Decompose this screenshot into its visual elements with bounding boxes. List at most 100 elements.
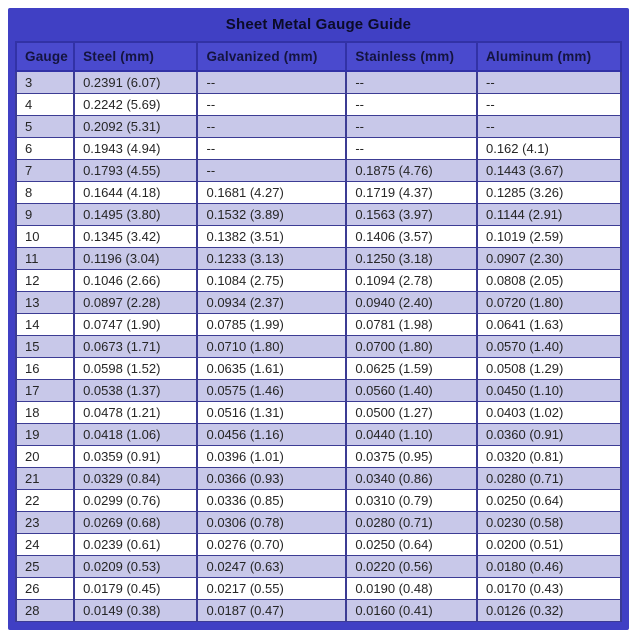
steel-cell: 0.1345 (3.42) <box>73 225 199 248</box>
stainless-cell: 0.0700 (1.80) <box>345 335 478 358</box>
aluminum-cell: 0.0720 (1.80) <box>475 291 623 314</box>
steel-cell: 0.0747 (1.90) <box>73 313 199 336</box>
steel-cell: 0.0478 (1.21) <box>73 401 199 424</box>
aluminum-cell: 0.1019 (2.59) <box>475 225 623 248</box>
stainless-cell: 0.0500 (1.27) <box>345 401 478 424</box>
aluminum-cell: 0.0907 (2.30) <box>475 247 623 270</box>
galvanized-cell: 0.1084 (2.75) <box>196 269 348 292</box>
column-header-galvanized: Galvanized (mm) <box>196 41 348 72</box>
stainless-cell: 0.0190 (0.48) <box>345 577 478 600</box>
steel-cell: 0.0359 (0.91) <box>73 445 199 468</box>
galvanized-cell: 0.1681 (4.27) <box>196 181 348 204</box>
table-row: 18 0.0478 (1.21) 0.0516 (1.31) 0.0500 (1.27… <box>14 401 623 424</box>
galvanized-cell: 0.1382 (3.51) <box>196 225 348 248</box>
galvanized-cell: -- <box>196 115 348 138</box>
steel-cell: 0.0538 (1.37) <box>73 379 199 402</box>
gauge-cell: 4 <box>14 93 76 116</box>
gauge-cell: 16 <box>14 357 76 380</box>
stainless-cell: -- <box>345 70 478 94</box>
steel-cell: 0.0179 (0.45) <box>73 577 199 600</box>
gauge-cell: 11 <box>14 247 76 270</box>
gauge-cell: 8 <box>14 181 76 204</box>
table-row: 17 0.0538 (1.37) 0.0575 (1.46) 0.0560 (1.40… <box>14 379 623 402</box>
table-title: Sheet Metal Gauge Guide <box>225 16 412 33</box>
stainless-cell: 0.0440 (1.10) <box>345 423 478 446</box>
column-header-aluminum: Aluminum (mm) <box>475 41 623 72</box>
stainless-cell: 0.0340 (0.86) <box>345 467 478 490</box>
stainless-cell: 0.1250 (3.18) <box>345 247 478 270</box>
galvanized-cell: 0.0516 (1.31) <box>196 401 348 424</box>
aluminum-cell: 0.0360 (0.91) <box>475 423 623 446</box>
galvanized-cell: -- <box>196 70 348 94</box>
steel-cell: 0.1943 (4.94) <box>73 137 199 160</box>
table-row: 9 0.1495 (3.80) 0.1532 (3.89) 0.1563 (3.97)… <box>14 203 623 226</box>
steel-cell: 0.1644 (4.18) <box>73 181 199 204</box>
gauge-table-body: 3 0.2391 (6.07) -- -- -- 4 0.2242 (5.69) -- -- --… <box>14 70 623 622</box>
galvanized-cell: 0.0276 (0.70) <box>196 533 348 556</box>
galvanized-cell: 0.1233 (3.13) <box>196 247 348 270</box>
galvanized-cell: -- <box>196 159 348 182</box>
stainless-cell: -- <box>345 115 478 138</box>
table-row: 19 0.0418 (1.06) 0.0456 (1.16) 0.0440 (1.10… <box>14 423 623 446</box>
aluminum-cell: -- <box>475 115 623 138</box>
gauge-cell: 14 <box>14 313 76 336</box>
stainless-cell: 0.1719 (4.37) <box>345 181 478 204</box>
galvanized-cell: 0.0934 (2.37) <box>196 291 348 314</box>
gauge-guide-frame: Sheet Metal Gauge Guide Gauge Steel (mm)… <box>8 8 629 630</box>
gauge-cell: 26 <box>14 577 76 600</box>
gauge-cell: 21 <box>14 467 76 490</box>
aluminum-cell: 0.0170 (0.43) <box>475 577 623 600</box>
gauge-table: Gauge Steel (mm) Galvanized (mm) Stainle… <box>14 41 623 622</box>
table-row: 11 0.1196 (3.04) 0.1233 (3.13) 0.1250 (3.18… <box>14 247 623 270</box>
aluminum-cell: 0.0508 (1.29) <box>475 357 623 380</box>
column-header-stainless: Stainless (mm) <box>345 41 478 72</box>
gauge-cell: 5 <box>14 115 76 138</box>
table-row: 14 0.0747 (1.90) 0.0785 (1.99) 0.0781 (1.98… <box>14 313 623 336</box>
aluminum-cell: 0.0180 (0.46) <box>475 555 623 578</box>
steel-cell: 0.0239 (0.61) <box>73 533 199 556</box>
steel-cell: 0.1495 (3.80) <box>73 203 199 226</box>
table-row: 5 0.2092 (5.31) -- -- -- <box>14 115 623 138</box>
galvanized-cell: -- <box>196 137 348 160</box>
gauge-cell: 6 <box>14 137 76 160</box>
steel-cell: 0.0149 (0.38) <box>73 599 199 622</box>
aluminum-cell: 0.0403 (1.02) <box>475 401 623 424</box>
table-row: 16 0.0598 (1.52) 0.0635 (1.61) 0.0625 (1.59… <box>14 357 623 380</box>
aluminum-cell: -- <box>475 93 623 116</box>
steel-cell: 0.0299 (0.76) <box>73 489 199 512</box>
aluminum-cell: -- <box>475 70 623 94</box>
gauge-cell: 15 <box>14 335 76 358</box>
steel-cell: 0.0209 (0.53) <box>73 555 199 578</box>
gauge-cell: 25 <box>14 555 76 578</box>
table-row: 24 0.0239 (0.61) 0.0276 (0.70) 0.0250 (0.64… <box>14 533 623 556</box>
steel-cell: 0.0418 (1.06) <box>73 423 199 446</box>
galvanized-cell: 0.0635 (1.61) <box>196 357 348 380</box>
gauge-cell: 18 <box>14 401 76 424</box>
stainless-cell: 0.0375 (0.95) <box>345 445 478 468</box>
steel-cell: 0.1046 (2.66) <box>73 269 199 292</box>
table-row: 7 0.1793 (4.55) -- 0.1875 (4.76) 0.1443 (3.6… <box>14 159 623 182</box>
aluminum-cell: 0.162 (4.1) <box>475 137 623 160</box>
aluminum-cell: 0.1285 (3.26) <box>475 181 623 204</box>
gauge-cell: 7 <box>14 159 76 182</box>
gauge-cell: 19 <box>14 423 76 446</box>
galvanized-cell: 0.0336 (0.85) <box>196 489 348 512</box>
column-header-gauge: Gauge <box>14 41 76 72</box>
gauge-cell: 17 <box>14 379 76 402</box>
galvanized-cell: 0.1532 (3.89) <box>196 203 348 226</box>
stainless-cell: 0.0250 (0.64) <box>345 533 478 556</box>
stainless-cell: 0.1094 (2.78) <box>345 269 478 292</box>
gauge-cell: 28 <box>14 599 76 622</box>
gauge-cell: 22 <box>14 489 76 512</box>
steel-cell: 0.2391 (6.07) <box>73 70 199 94</box>
galvanized-cell: 0.0396 (1.01) <box>196 445 348 468</box>
table-row: 10 0.1345 (3.42) 0.1382 (3.51) 0.1406 (3.57… <box>14 225 623 248</box>
galvanized-cell: 0.0575 (1.46) <box>196 379 348 402</box>
table-row: 26 0.0179 (0.45) 0.0217 (0.55) 0.0190 (0.48… <box>14 577 623 600</box>
column-header-steel: Steel (mm) <box>73 41 199 72</box>
gauge-cell: 24 <box>14 533 76 556</box>
aluminum-cell: 0.1443 (3.67) <box>475 159 623 182</box>
steel-cell: 0.0598 (1.52) <box>73 357 199 380</box>
stainless-cell: 0.1875 (4.76) <box>345 159 478 182</box>
